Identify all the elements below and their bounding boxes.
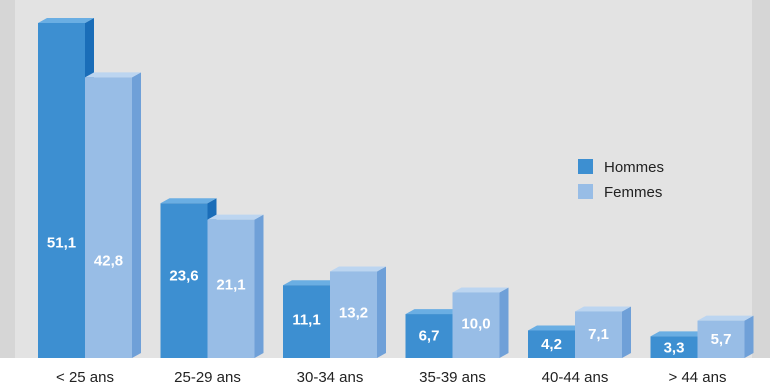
bar-side-femmes-0 [132, 72, 141, 359]
bar-top-hommes-1 [160, 198, 217, 204]
legend-swatch-hommes [578, 159, 593, 174]
x-tick-label-0: < 25 ans [56, 369, 114, 386]
plot-left-border [0, 0, 15, 358]
bar-top-femmes-3 [452, 287, 509, 293]
value-label-hommes-4: 4,2 [541, 336, 562, 353]
bar-femmes-1 [207, 219, 255, 358]
bar-femmes-3 [452, 292, 500, 358]
legend: Hommes Femmes [578, 159, 664, 201]
bar-top-hommes-4 [528, 325, 584, 331]
value-label-femmes-0: 42,8 [94, 252, 123, 269]
legend-label-hommes: Hommes [604, 159, 664, 176]
bar-hommes-1 [160, 203, 208, 358]
bar-side-femmes-1 [254, 214, 264, 358]
value-label-femmes-4: 7,1 [588, 326, 609, 343]
bar-femmes-2 [330, 271, 377, 358]
bar-top-hommes-2 [283, 280, 339, 286]
legend-label-femmes: Femmes [604, 184, 662, 201]
x-tick-label-4: 40-44 ans [542, 369, 609, 386]
bar-femmes-4 [575, 311, 622, 358]
bar-top-hommes-0 [38, 18, 94, 23]
value-label-hommes-1: 23,6 [169, 267, 198, 284]
bar-side-femmes-3 [499, 287, 509, 358]
bar-hommes-5 [650, 336, 698, 358]
value-label-hommes-3: 6,7 [419, 327, 440, 344]
bar-top-femmes-0 [85, 72, 141, 78]
bar-top-femmes-1 [207, 214, 264, 220]
value-label-femmes-2: 13,2 [339, 304, 368, 321]
bar-top-hommes-5 [650, 331, 707, 337]
value-label-hommes-5: 3,3 [664, 339, 685, 356]
x-axis: < 25 ans 25-29 ans 30-34 ans 35-39 ans 40-44… [56, 369, 726, 386]
bar-hommes-4 [528, 330, 575, 358]
x-tick-label-1: 25-29 ans [174, 369, 241, 386]
bars-layer: 51,1 42,8 23,6 21,1 11,1 13,2 6,7 10,0 4,2 7,1 3,3… [38, 18, 754, 359]
x-tick-label-3: 35-39 ans [419, 369, 486, 386]
bar-side-femmes-4 [622, 306, 631, 358]
bar-femmes-5 [697, 320, 745, 358]
value-label-femmes-3: 10,0 [461, 316, 490, 333]
x-tick-label-5: > 44 ans [669, 369, 727, 386]
plot-right-border [752, 0, 770, 358]
legend-swatch-femmes [578, 184, 593, 199]
bar-femmes-0 [85, 77, 132, 359]
bar-top-femmes-2 [330, 266, 386, 272]
bar-hommes-2 [283, 285, 330, 358]
bar-hommes-0 [38, 23, 85, 358]
bar-side-femmes-5 [744, 315, 754, 358]
value-label-femmes-5: 5,7 [711, 331, 732, 348]
bar-hommes-3 [405, 314, 453, 358]
bar-top-femmes-5 [697, 315, 754, 321]
bar-side-femmes-2 [377, 266, 386, 358]
bar-top-hommes-3 [405, 309, 462, 315]
value-label-femmes-1: 21,1 [216, 276, 245, 293]
x-tick-label-2: 30-34 ans [297, 369, 364, 386]
value-label-hommes-0: 51,1 [47, 234, 76, 251]
bar-top-femmes-4 [575, 306, 631, 312]
value-label-hommes-2: 11,1 [292, 312, 320, 329]
